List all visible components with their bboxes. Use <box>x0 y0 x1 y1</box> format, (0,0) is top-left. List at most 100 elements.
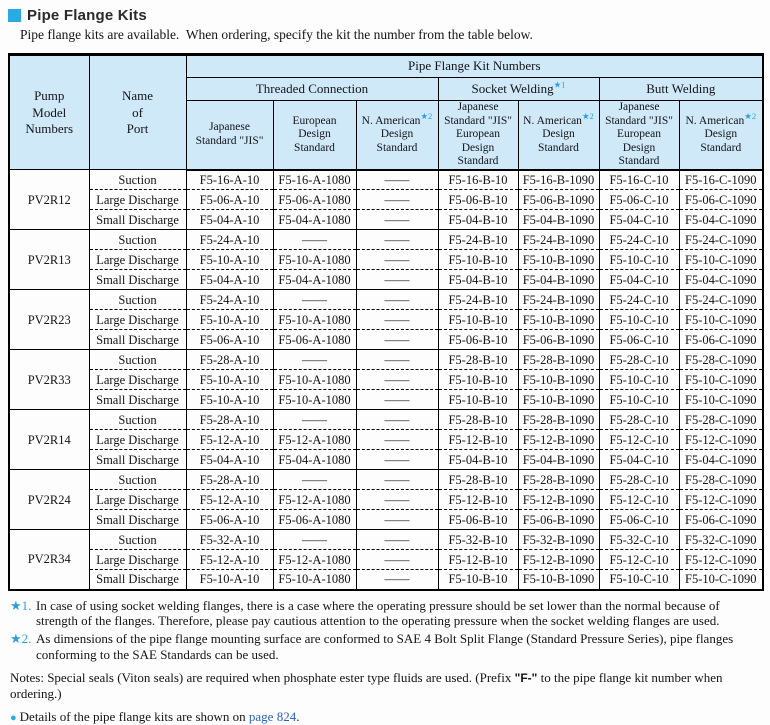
header-socket-welding: Socket Welding★1 <box>437 77 599 101</box>
section-title-row: Pipe Flange Kits <box>8 7 762 24</box>
notes-prefix-code: "F-" <box>514 671 538 686</box>
kit-number-cell: —— <box>355 549 438 570</box>
footnotes: ★1. In case of using socket welding flan… <box>10 598 762 662</box>
page-title: Pipe Flange Kits <box>27 7 147 24</box>
kit-number-cell: F5-04-C-10 <box>598 269 679 290</box>
port-cell: Small Discharge <box>88 329 186 350</box>
kit-number-cell: F5-04-A-10 <box>185 269 273 290</box>
n-american-label-rest: Design Standard <box>376 128 418 154</box>
header-pump-model: Pump Model Numbers <box>8 54 89 171</box>
title-square-icon <box>8 9 21 22</box>
star2-ref: ★2 <box>581 110 594 121</box>
kit-number-cell: F5-28-B-1090 <box>517 349 599 370</box>
kit-number-cell: F5-16-C-1090 <box>678 169 764 190</box>
kit-number-cell: F5-12-C-1090 <box>678 429 764 450</box>
table-row: Large Discharge F5-10-A-10 F5-10-A-1080 —— F… <box>9 249 764 270</box>
header-butt-n-american: N. American★2 Design Standard <box>678 100 764 171</box>
n-american-label: N. American <box>361 114 421 127</box>
kit-number-cell: F5-04-C-1090 <box>678 209 764 230</box>
port-cell: Large Discharge <box>88 549 186 570</box>
kit-number-cell: F5-06-C-1090 <box>678 509 764 530</box>
kit-number-cell: F5-24-B-10 <box>437 289 518 310</box>
pump-model-cell: PV2R24 <box>8 469 89 530</box>
table-row: PV2R24 Suction F5-28-A-10 —— —— F5-28-B-10 F5-… <box>8 469 764 530</box>
header-butt-welding: Butt Welding <box>598 77 764 101</box>
pump-model-cell: PV2R23 <box>8 289 89 350</box>
table-row: PV2R14 Suction F5-28-A-10 —— —— F5-28-B-10 F5-… <box>8 409 764 470</box>
star2-ref: ★2 <box>420 110 433 121</box>
port-cell: Small Discharge <box>88 389 186 410</box>
notes-line: Notes: Special seals (Viton seals) are r… <box>10 670 762 702</box>
header-threaded-european: European Design Standard <box>272 100 356 171</box>
table-row: Small Discharge F5-10-A-10 F5-10-A-1080 —— F… <box>9 569 764 590</box>
n-american-label-rest: Design Standard <box>538 128 579 154</box>
kit-number-cell: F5-04-C-1090 <box>678 269 764 290</box>
port-cell: Suction <box>88 289 186 310</box>
kit-number-cell: F5-24-A-10 <box>185 229 273 250</box>
kit-number-cell: —— <box>355 229 438 250</box>
kit-number-cell: F5-12-B-10 <box>437 489 518 510</box>
kit-number-cell: F5-32-C-10 <box>598 529 679 550</box>
kit-number-cell: F5-10-B-1090 <box>517 569 599 590</box>
kit-number-cell: F5-24-A-10 <box>185 289 273 310</box>
kit-number-cell: F5-12-A-10 <box>185 549 273 570</box>
kit-number-cell: F5-06-B-10 <box>437 189 518 210</box>
notes-suffix: to the pipe flange kit number when order… <box>10 670 723 702</box>
kit-number-cell: —— <box>355 449 438 470</box>
table-row: Large Discharge F5-12-A-10 F5-12-A-1080 —— F… <box>9 549 764 570</box>
kit-number-cell: —— <box>355 489 438 510</box>
kit-number-cell: F5-04-B-10 <box>437 449 518 470</box>
kit-number-cell: —— <box>272 229 356 250</box>
kit-number-cell: F5-28-C-10 <box>598 469 679 490</box>
kit-number-cell: F5-10-A-10 <box>185 249 273 270</box>
kit-number-cell: F5-06-C-10 <box>598 509 679 530</box>
kit-number-cell: F5-06-A-10 <box>185 329 273 350</box>
table-row: Large Discharge F5-06-A-10 F5-06-A-1080 —— F… <box>9 189 764 210</box>
table-row: PV2R23 Suction F5-24-A-10 —— —— F5-24-B-10 F5-… <box>8 289 764 350</box>
table-row: Small Discharge F5-04-A-10 F5-04-A-1080 —— F… <box>9 269 764 290</box>
kit-number-cell: —— <box>272 349 356 370</box>
kit-number-cell: F5-28-A-10 <box>185 469 273 490</box>
kit-number-cell: F5-10-B-1090 <box>517 369 599 390</box>
footnote-2-text: As dimensions of the pipe flange mountin… <box>36 631 734 662</box>
table-row: PV2R12 Suction F5-16-A-10 F5-16-A-1080 —— F5-… <box>8 169 764 230</box>
footnote-1: ★1. In case of using socket welding flan… <box>10 598 762 629</box>
butt-label: Butt Welding <box>646 80 716 96</box>
kit-number-cell: F5-24-C-1090 <box>678 289 764 310</box>
kit-number-cell: F5-04-B-1090 <box>517 449 599 470</box>
table-row: Small Discharge F5-06-A-10 F5-06-A-1080 —— F… <box>9 329 764 350</box>
port-cell: Suction <box>88 349 186 370</box>
port-cell: Suction <box>88 469 186 490</box>
kit-number-cell: F5-10-B-1090 <box>517 309 599 330</box>
kit-number-cell: F5-12-B-1090 <box>517 429 599 450</box>
jis-european-label: Japanese Standard "JIS" European Design … <box>444 101 512 168</box>
kit-number-cell: F5-28-C-1090 <box>678 349 764 370</box>
details-line: ● Details of the pipe flange kits are sh… <box>10 709 762 725</box>
kit-number-cell: F5-12-B-10 <box>437 549 518 570</box>
header-butt-jis-european: Japanese Standard "JIS" European Design … <box>598 100 679 171</box>
header-threaded-n-american: N. American★2 Design Standard <box>355 100 438 171</box>
kit-number-cell: F5-10-A-10 <box>185 389 273 410</box>
kit-number-cell: F5-28-B-1090 <box>517 469 599 490</box>
kit-number-cell: F5-10-B-10 <box>437 309 518 330</box>
kit-number-cell: F5-12-C-10 <box>598 549 679 570</box>
kit-number-cell: F5-28-B-10 <box>437 409 518 430</box>
kit-number-cell: F5-12-A-1080 <box>272 549 356 570</box>
kit-number-cell: F5-10-C-1090 <box>678 249 764 270</box>
footnote-1-marker: ★1. <box>10 597 32 613</box>
kit-number-cell: F5-24-C-1090 <box>678 229 764 250</box>
kit-number-cell: F5-12-A-1080 <box>272 489 356 510</box>
footnote-2: ★2. As dimensions of the pipe flange mou… <box>10 631 762 662</box>
kit-number-cell: F5-06-B-10 <box>437 329 518 350</box>
kit-number-cell: F5-16-B-10 <box>437 169 518 190</box>
kit-number-cell: F5-10-A-10 <box>185 369 273 390</box>
port-cell: Small Discharge <box>88 449 186 470</box>
page-824-link[interactable]: page 824 <box>248 709 297 725</box>
kit-number-cell: F5-24-C-10 <box>598 289 679 310</box>
table-row: Small Discharge F5-10-A-10 F5-10-A-1080 —— F… <box>9 389 764 410</box>
table-row: Large Discharge F5-12-A-10 F5-12-A-1080 —— F… <box>9 429 764 450</box>
kit-number-cell: F5-06-C-1090 <box>678 189 764 210</box>
kit-number-cell: F5-16-A-10 <box>185 169 273 190</box>
port-cell: Suction <box>88 409 186 430</box>
kit-number-cell: F5-28-B-10 <box>437 349 518 370</box>
